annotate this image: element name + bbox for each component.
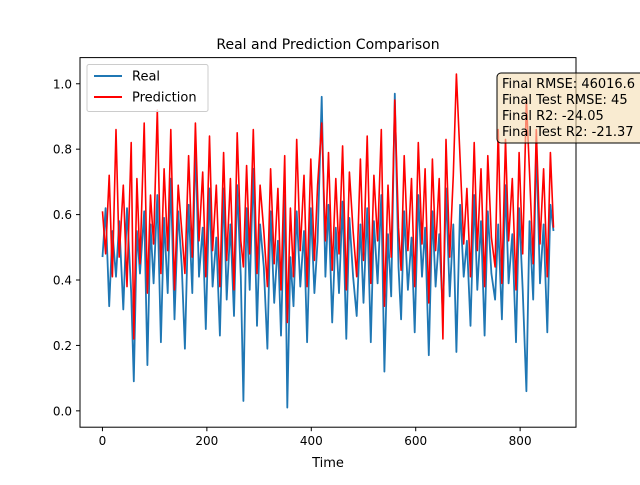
axes-frame — [79, 57, 577, 428]
y-axis-ticks: 0.0 0.2 0.4 0.6 0.8 1.0 — [53, 77, 80, 418]
y-tick-label: 0.8 — [53, 143, 72, 157]
x-axis-ticks: 0 200 400 600 800 — [99, 427, 532, 448]
metrics-line-test-r2: Final Test R2: -21.37 — [502, 125, 634, 140]
plot-lines — [101, 73, 555, 409]
metrics-line-test-rmse: Final Test RMSE: 45 — [502, 93, 628, 108]
metrics-annotation-box — [496, 72, 640, 144]
y-tick-label: 0.4 — [53, 274, 72, 288]
y-tick-label: 1.0 — [53, 77, 72, 91]
series-line-prediction — [101, 73, 555, 340]
x-tick-label: 800 — [509, 434, 532, 448]
legend-label-real: Real — [132, 70, 160, 85]
x-tick-label: 200 — [195, 434, 218, 448]
legend: Real Prediction — [86, 64, 209, 112]
y-tick-label: 0.2 — [53, 339, 72, 353]
y-tick-label: 0.6 — [53, 208, 72, 222]
x-tick-label: 600 — [404, 434, 427, 448]
metrics-annotation: Final RMSE: 46016.6 Final Test RMSE: 45 … — [496, 72, 640, 144]
x-tick-label: 400 — [300, 434, 323, 448]
x-tick-label: 0 — [99, 434, 107, 448]
series-line-real — [101, 92, 555, 409]
x-axis-label: Time — [311, 456, 344, 471]
y-tick-label: 0.0 — [53, 404, 72, 418]
metrics-line-rmse: Final RMSE: 46016.6 — [502, 77, 635, 92]
metrics-line-r2: Final R2: -24.05 — [502, 109, 604, 124]
legend-label-prediction: Prediction — [132, 91, 197, 106]
chart-title: Real and Prediction Comparison — [216, 37, 439, 53]
